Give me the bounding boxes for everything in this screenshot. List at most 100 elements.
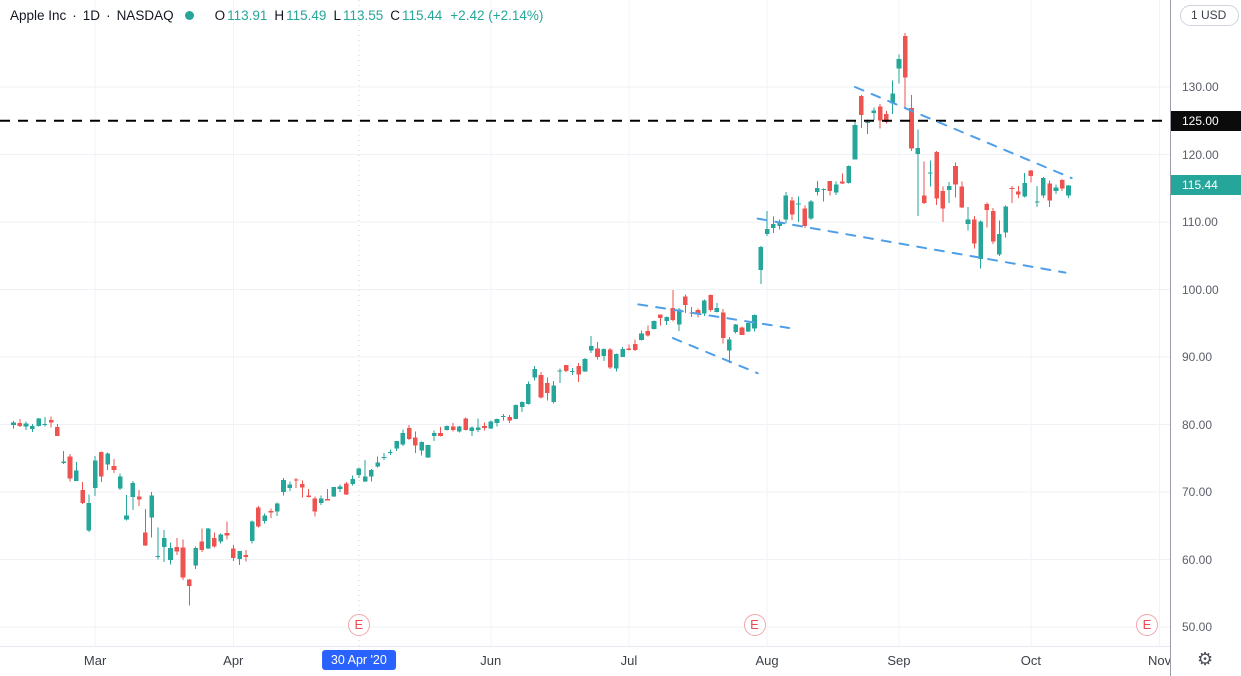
trendline[interactable] bbox=[671, 337, 759, 375]
candle-body bbox=[230, 548, 236, 558]
candle-body bbox=[86, 503, 92, 531]
candle-body bbox=[73, 470, 79, 481]
candle-body bbox=[601, 348, 607, 356]
candle-body bbox=[482, 425, 487, 428]
earnings-marker[interactable]: E bbox=[743, 614, 766, 636]
candle-body bbox=[494, 418, 500, 424]
candle-body bbox=[92, 460, 98, 489]
candle-body bbox=[400, 432, 406, 445]
candle-body bbox=[871, 110, 877, 113]
candle-body bbox=[946, 185, 952, 191]
currency-unit-button[interactable]: 1 USD bbox=[1180, 5, 1240, 26]
candle-body bbox=[1053, 187, 1059, 191]
candle-body bbox=[1066, 185, 1071, 196]
symbol-title[interactable]: Apple Inc bbox=[10, 8, 67, 23]
time-tick-label: Jul bbox=[620, 653, 638, 668]
candle-body bbox=[180, 547, 186, 578]
candle-body bbox=[243, 554, 249, 558]
trendline[interactable] bbox=[637, 303, 791, 329]
trendline[interactable] bbox=[854, 86, 1073, 180]
candle-body bbox=[344, 483, 349, 495]
candle-body bbox=[783, 195, 789, 220]
candle-body bbox=[670, 307, 676, 321]
price-axis[interactable]: 1 USD 130.00 120.00 110.00 100.00 90.00 80.00… bbox=[1170, 0, 1241, 676]
candle-body bbox=[727, 339, 732, 351]
candle-body bbox=[595, 348, 600, 357]
date-marker-tag[interactable]: 30 Apr '20 bbox=[321, 650, 396, 670]
candle-body bbox=[513, 405, 519, 419]
candle-body bbox=[67, 456, 73, 479]
candle-body bbox=[563, 365, 569, 372]
candle-body bbox=[124, 515, 129, 520]
candle-body bbox=[30, 426, 35, 430]
earnings-marker[interactable]: E bbox=[347, 614, 370, 636]
candle-body bbox=[199, 541, 205, 551]
earnings-marker[interactable]: E bbox=[1136, 614, 1159, 636]
candle-body bbox=[695, 309, 701, 315]
candle-body bbox=[419, 442, 424, 451]
interval-label[interactable]: 1D bbox=[82, 8, 101, 23]
candle-body bbox=[626, 348, 632, 351]
candle-body bbox=[1059, 179, 1065, 189]
candle-body bbox=[997, 234, 1002, 255]
trendline[interactable] bbox=[756, 217, 1067, 274]
candle-body bbox=[570, 370, 575, 372]
candle-body bbox=[632, 343, 638, 351]
candle-body bbox=[337, 486, 343, 489]
candle-body bbox=[745, 322, 751, 332]
candle-body bbox=[764, 229, 770, 235]
candle-body bbox=[645, 331, 651, 336]
candle-body bbox=[306, 495, 311, 498]
candle-body bbox=[168, 548, 173, 560]
candle-body bbox=[664, 317, 669, 322]
candle-body bbox=[858, 95, 864, 115]
candle-body bbox=[701, 300, 707, 314]
candle-body bbox=[532, 369, 538, 378]
candle-body bbox=[300, 484, 305, 488]
candle-body bbox=[614, 354, 619, 369]
candle-body bbox=[325, 498, 330, 501]
candle-body bbox=[990, 211, 996, 242]
low-label: L bbox=[333, 8, 341, 23]
candle-body bbox=[902, 35, 908, 78]
candle-body bbox=[1015, 191, 1021, 195]
candle-body bbox=[501, 415, 506, 417]
price-tick-label: 50.00 bbox=[1182, 620, 1213, 634]
candle-body bbox=[262, 515, 267, 522]
candle-body bbox=[205, 528, 211, 549]
time-tick-label: Apr bbox=[223, 653, 244, 668]
candle-body bbox=[607, 349, 613, 368]
candle-body bbox=[802, 208, 808, 227]
candle-body bbox=[1034, 201, 1040, 203]
candle-body bbox=[620, 348, 625, 357]
candle-body bbox=[796, 203, 801, 205]
gridlines bbox=[0, 0, 1170, 646]
settings-gear-icon[interactable]: ⚙ bbox=[1197, 649, 1214, 669]
candle-body bbox=[362, 476, 368, 482]
candle-body bbox=[155, 555, 161, 557]
candle-body bbox=[959, 186, 965, 208]
candle-body bbox=[551, 385, 556, 403]
candle-body bbox=[544, 382, 550, 393]
last-price-tag: 115.44 bbox=[1171, 175, 1241, 196]
candle-body bbox=[312, 498, 318, 512]
symbol-header: Apple Inc · 1D · NASDAQ O 113.91 H 115.49 … bbox=[10, 8, 543, 23]
candle-body bbox=[1041, 178, 1046, 196]
candle-body bbox=[237, 551, 242, 559]
price-tick-label: 90.00 bbox=[1182, 350, 1213, 364]
candle-body bbox=[36, 418, 41, 426]
candle-body bbox=[909, 107, 914, 149]
candle-body bbox=[538, 375, 544, 398]
candle-body bbox=[17, 423, 23, 426]
price-tick-label: 60.00 bbox=[1182, 552, 1213, 567]
time-tick-label: Aug bbox=[755, 653, 779, 668]
time-axis[interactable]: Mar Apr Jun Jul Aug Sep Oct Nov 30 Apr '20 bbox=[0, 646, 1170, 676]
candle-body bbox=[224, 533, 230, 536]
exchange-label[interactable]: NASDAQ bbox=[116, 8, 174, 23]
candle-body bbox=[965, 219, 971, 224]
candle-body bbox=[193, 547, 198, 566]
candle-body bbox=[249, 521, 255, 542]
candle-body bbox=[683, 296, 688, 305]
candle-body bbox=[519, 401, 525, 408]
